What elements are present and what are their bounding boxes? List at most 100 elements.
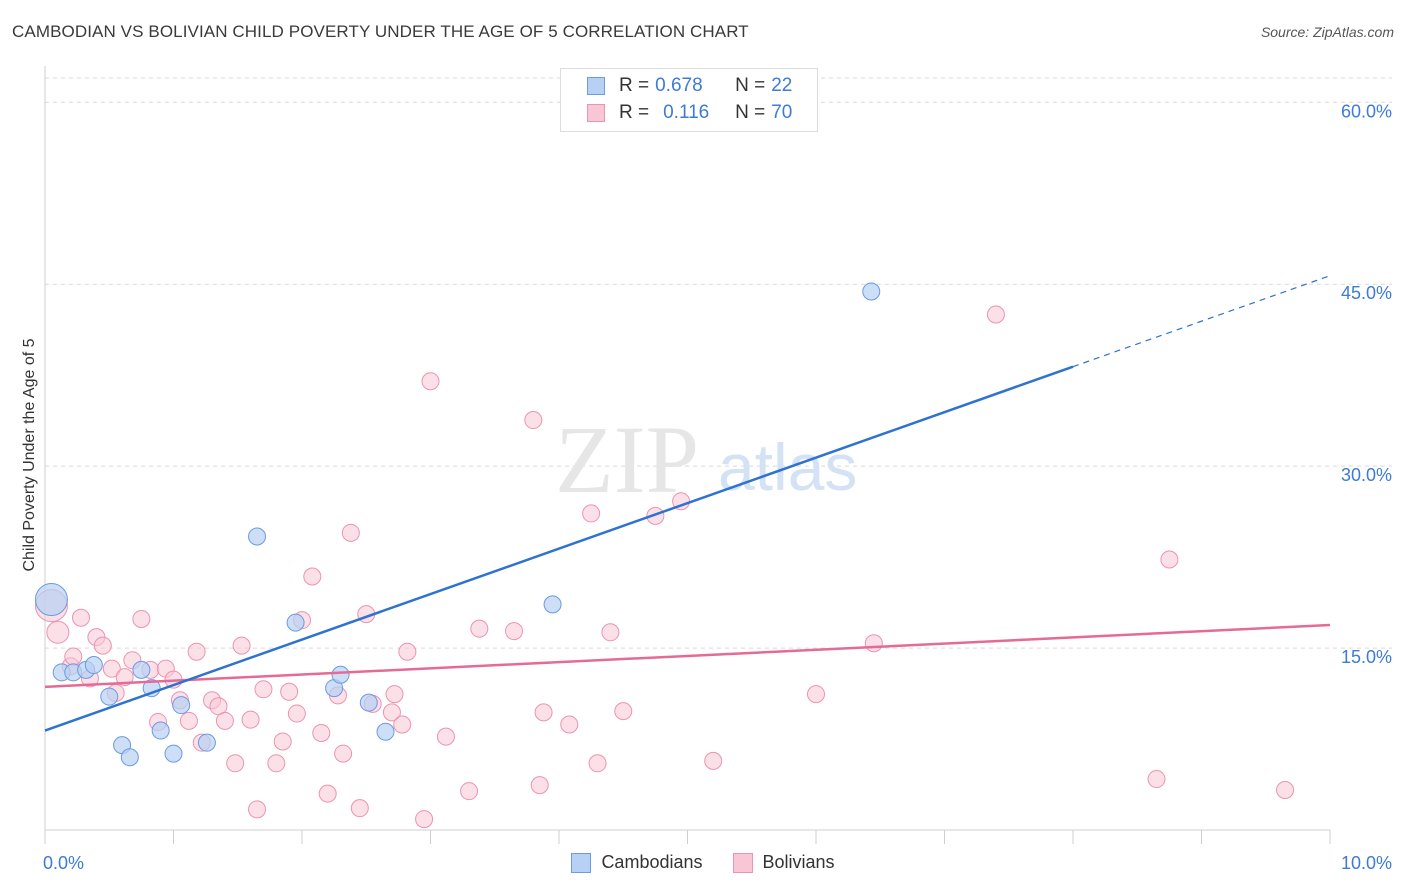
legend-r-label: R = (619, 102, 650, 123)
bolivian-point (248, 800, 267, 819)
bolivian-point (318, 784, 337, 803)
bolivian-point (614, 702, 633, 721)
bolivian-point (132, 609, 151, 628)
bolivian-point (232, 636, 251, 655)
bolivian-point (1160, 550, 1179, 569)
bolivian-point (267, 754, 286, 773)
x-tick-label-min: 0.0% (43, 853, 84, 873)
legend-row-bolivians: R = 0.116 N = 70 (587, 100, 792, 126)
trend-lines (44, 275, 1331, 732)
y-tick-label: 30.0% (1341, 465, 1392, 485)
bolivian-point (560, 715, 579, 734)
bolivian-point (588, 754, 607, 773)
cambodian-point (172, 696, 191, 715)
swatch-cambodians (571, 852, 592, 873)
bolivian-point (530, 776, 549, 795)
bolivian-point (382, 703, 401, 722)
tick-labels: 15.0% 30.0% 45.0% 60.0% 0.0% 10.0% (43, 101, 1392, 873)
bolivian-point (350, 799, 369, 818)
bolivian-point (505, 622, 524, 641)
legend-r-label: R = (619, 75, 650, 96)
bolivian-point (807, 685, 825, 704)
legend-swatch-cambodians (587, 77, 605, 95)
cambodian-point (376, 722, 395, 741)
series-legend: Cambodians Bolivians (0, 852, 1406, 873)
bolivian-point (303, 567, 322, 586)
cambodian-point (132, 660, 151, 679)
cambodian-point (197, 733, 216, 752)
bolivian-point (64, 647, 83, 666)
axes (44, 66, 1331, 844)
cambodian-point (286, 613, 305, 632)
bolivian-point (470, 619, 489, 638)
series-label-cambodians: Cambodians (601, 852, 703, 872)
bolivian-point (986, 305, 1005, 324)
bolivian-point (215, 711, 234, 730)
bolivian-point (421, 372, 440, 391)
bolivian-point (524, 411, 543, 430)
bolivian-point (179, 711, 198, 730)
bolivian-point (393, 715, 412, 734)
x-tick-label-max: 10.0% (1341, 853, 1392, 873)
cambodian-point (862, 282, 881, 301)
bolivian-point (1276, 780, 1295, 799)
bolivian-point (46, 620, 70, 644)
cambodian-points (34, 282, 881, 767)
bolivian-point (334, 744, 353, 763)
bolivian-point (280, 682, 299, 701)
bolivian-point (582, 504, 601, 523)
legend-swatch-bolivians (587, 104, 605, 122)
bolivian-point (102, 659, 121, 678)
y-tick-label: 45.0% (1341, 283, 1392, 303)
bolivian-point (187, 642, 206, 661)
bolivian-point (312, 723, 331, 742)
legend-n-label: N = (735, 75, 766, 96)
cambodian-point (34, 583, 68, 617)
bolivian-point (415, 810, 434, 829)
bolivian-trend-line (44, 623, 1331, 689)
gridlines (45, 77, 1392, 649)
cambodian-point (543, 595, 562, 614)
series-legend-bolivians: Bolivians (732, 852, 835, 873)
legend-n-value: 70 (771, 102, 793, 123)
cambodian-point (164, 744, 183, 763)
bolivian-point (226, 754, 245, 773)
cambodian-point (331, 665, 350, 684)
bolivian-point (864, 634, 883, 653)
bolivian-point (273, 732, 292, 751)
bolivian-point (460, 782, 479, 801)
bolivian-point (287, 704, 306, 723)
cambodian-point (248, 527, 267, 546)
bolivian-point (341, 523, 360, 542)
cambodian-point (151, 721, 170, 740)
bolivian-point (534, 703, 553, 722)
bolivian-point (254, 680, 273, 699)
y-tick-label: 15.0% (1341, 647, 1392, 667)
bolivian-point (93, 636, 112, 655)
swatch-bolivians (732, 852, 753, 873)
bolivian-point (601, 623, 620, 642)
cambodian-trend-extension (1072, 275, 1331, 368)
legend-n-label: N = (735, 102, 766, 123)
bolivian-point (704, 751, 723, 770)
bolivian-points (34, 305, 1295, 829)
source-label: Source: ZipAtlas.com (1260, 24, 1394, 40)
bolivian-point (241, 710, 260, 729)
series-label-bolivians: Bolivians (762, 852, 835, 872)
chart-title: CAMBODIAN VS BOLIVIAN CHILD POVERTY UNDE… (12, 22, 749, 41)
bolivian-point (398, 642, 417, 661)
cambodian-trend-line (44, 365, 1074, 732)
legend-r-value: 0.116 (663, 102, 710, 123)
cambodian-point (120, 748, 139, 767)
legend-row-cambodians: R = 0.678 N = 22 (587, 73, 792, 99)
cambodian-point (359, 693, 378, 712)
bolivian-point (385, 685, 404, 704)
cambodian-point (84, 656, 103, 675)
bolivian-point (71, 608, 90, 627)
legend: R = 0.678 N = 22 R = 0.116 N = 70 (560, 68, 818, 132)
legend-r-value: 0.678 (655, 75, 703, 96)
series-legend-cambodians: Cambodians (571, 852, 703, 873)
bolivian-point (1147, 770, 1166, 789)
y-tick-label: 60.0% (1341, 101, 1392, 121)
